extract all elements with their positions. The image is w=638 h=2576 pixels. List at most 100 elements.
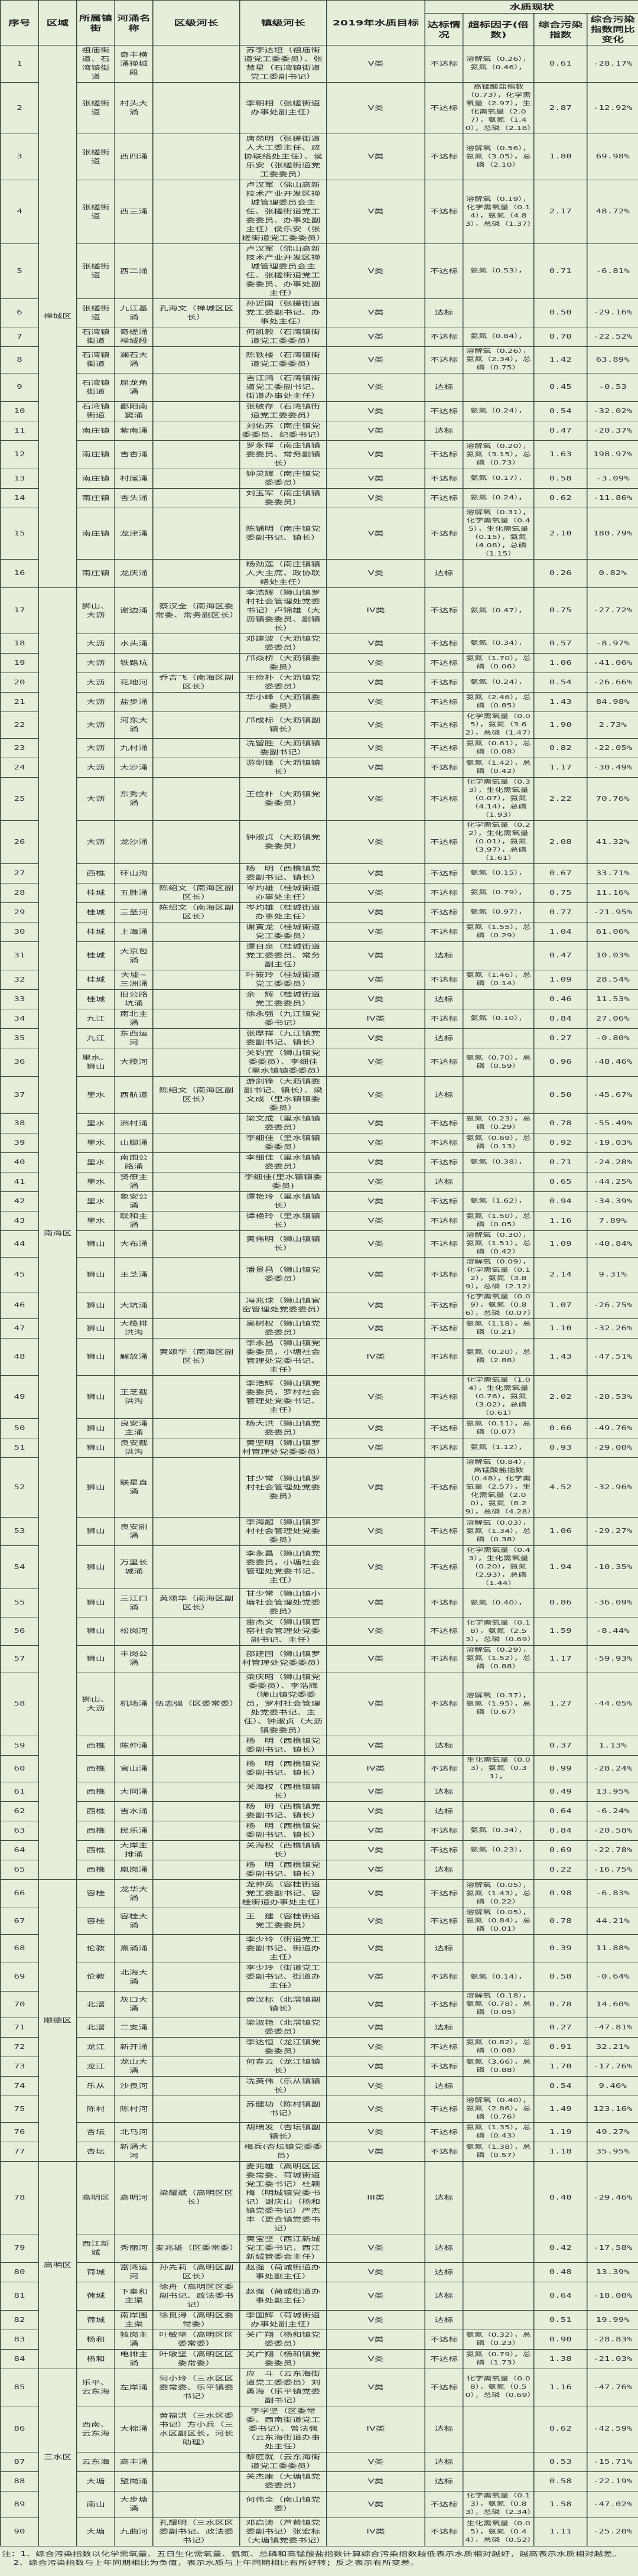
- cell-town-chief: 甘少常（狮山镇罗村社会管理处党委委员）: [239, 1457, 327, 1518]
- cell-change: 14.60%: [586, 1991, 638, 2018]
- cell-change: -24.28%: [586, 1152, 638, 1172]
- cell-target: V类: [326, 922, 425, 942]
- cell-status: 不达标: [424, 1991, 464, 2018]
- cell-change: -42.59%: [586, 2406, 638, 2452]
- cell-town-chief: 冼留胜（大沥镇镇委副书记）: [239, 738, 327, 758]
- cell-target: V类: [326, 45, 425, 83]
- cell-target: V类: [326, 2471, 425, 2491]
- cell-status: 达标: [424, 421, 464, 441]
- cell-town-chief: 关广翔（杨和镇党委委员）: [239, 2330, 327, 2350]
- cell-no: 73: [0, 2057, 39, 2077]
- cell-status: 不达标: [424, 1840, 464, 1860]
- cell-factors: 氨氮（0.34），: [463, 634, 535, 654]
- cell-district-chief: [152, 559, 240, 588]
- cell-change: -10.35%: [586, 1545, 638, 1589]
- cell-index: 0.64: [533, 1801, 588, 1821]
- cell-river: 联星直涌: [114, 1457, 154, 1518]
- cell-no: 84: [0, 2349, 39, 2369]
- cell-index: 0.71: [533, 243, 588, 299]
- table-row: 88 大塘 望岗涌 关杰康（大塘镇党委委员） V类 达标 0.58 -22.19%: [0, 2471, 638, 2491]
- cell-district-chief: [152, 1782, 240, 1802]
- cell-status: 不达标: [424, 820, 464, 864]
- cell-river: 南岸围主渠: [114, 2310, 154, 2330]
- cell-target: V类: [326, 2057, 425, 2077]
- cell-river: 高丰涌: [114, 2452, 154, 2472]
- cell-index: 1.07: [533, 1292, 588, 1319]
- cell-status: 达标: [424, 989, 464, 1009]
- table-row: 53 狮山 良安副涌 李海超（狮山镇罗村社会管理处党委委员） V类 不达标 溶解氧（0.03…: [0, 1517, 638, 1546]
- cell-town: 狮山: [76, 1589, 115, 1617]
- cell-no: 53: [0, 1517, 39, 1546]
- cell-change: -47.81%: [586, 2018, 638, 2038]
- table-row: 65 西樵 凰岗涌 杨 明（西樵镇党委副书记、镇长） V类 达标 0.22 -16.75%: [0, 1860, 638, 1880]
- cell-town: 狮山: [76, 1318, 115, 1339]
- cell-index: 1.38: [533, 2349, 588, 2369]
- cell-town-chief: 龙仲英（容桂街道党工委副书记、容桂街道办事处主任）: [239, 1879, 327, 1908]
- cell-town: 伦教: [76, 1934, 115, 1963]
- table-row: 87 云东海 高丰涌 黎庭就（云东海街道党工委委员） V类 达标 0.53 -15.71%: [0, 2452, 638, 2472]
- cell-status: 不达标: [424, 1133, 464, 1153]
- cell-target: IV类: [326, 587, 425, 634]
- cell-factors: 化学需氧量（0.18），氨氮（2.53），总磷（0.69）: [463, 1617, 536, 1646]
- cell-factors: 溶解氧（0.19），化学需氧量（0.14），氨氮（4.83），总磷（1.37）: [463, 180, 536, 244]
- cell-no: 11: [0, 421, 39, 441]
- table-row: 57 狮山 丰岗公涌 邵建国（狮山镇罗村管理处党委委员） V类 不达标 溶解氧（0.29），…: [0, 1645, 638, 1672]
- cell-index: 0.78: [533, 1908, 588, 1935]
- cell-no: 51: [0, 1438, 39, 1458]
- cell-status: 不达标: [424, 2122, 464, 2142]
- table-row: 8 石湾镇街道 澜石大涌 陈铁楼（石湾镇街道党工委委员） V类 不达标 溶解氧（0.26），…: [0, 346, 638, 373]
- cell-target: V类: [326, 1617, 425, 1646]
- cell-target: V类: [326, 1672, 425, 1736]
- cell-factors: [463, 2262, 535, 2282]
- cell-index: 0.50: [533, 298, 588, 327]
- cell-town-chief: 胡瑞发（杏坛镇副镇长）: [239, 2122, 327, 2142]
- cell-town: 狮山: [76, 1230, 115, 1258]
- cell-target: V类: [326, 2310, 425, 2330]
- cell-index: 1.27: [533, 1672, 588, 1736]
- cell-change: -32.96%: [586, 1457, 638, 1518]
- table-row: 43 里水 联和主涌 谭艳玲（里水镇镇长） V类 不达标 氨氮（1.50），总磷（0.05）…: [0, 1211, 638, 1231]
- cell-river: 龙津涌: [114, 508, 154, 560]
- cell-change: -29.16%: [586, 298, 638, 327]
- cell-status: 达标: [424, 1076, 464, 1114]
- cell-river: 官山涌: [114, 1755, 154, 1782]
- cell-district-chief: 何小玲（三水区区委常委、乐平镇委书记）: [152, 2369, 240, 2406]
- cell-target: V类: [326, 1318, 425, 1339]
- cell-target: V类: [326, 1545, 425, 1589]
- cell-town-chief: 刘玉军（南庄镇镇委委员）: [239, 488, 327, 508]
- cell-river: 龙山大涌: [114, 2057, 154, 2077]
- cell-factors: 溶解氧（0.18），氨氮（0.78），总磷（0.05）: [463, 1991, 535, 2018]
- cell-target: V类: [326, 559, 425, 588]
- cell-river: 环山沟: [114, 863, 154, 883]
- cell-target: V类: [326, 2076, 425, 2096]
- cell-town: 张槎街道: [76, 180, 115, 244]
- cell-district-chief: 陈绍文（南海区副区长）: [152, 1076, 240, 1114]
- table-row: 16 南庄镇 龙庆涌 杨劲莲（南庄镇镇人大主席、政协联络处主任） V类 达标 0.26 0.8…: [0, 559, 638, 588]
- cell-river: 新开涌: [114, 2037, 154, 2057]
- cell-target: V类: [326, 2122, 425, 2142]
- cell-no: 38: [0, 1113, 39, 1133]
- cell-target: IV类: [326, 1755, 425, 1782]
- cell-change: 49.27%: [586, 2122, 638, 2142]
- cell-district-chief: [152, 989, 240, 1009]
- cell-town: 南庄镇: [76, 421, 115, 441]
- cell-index: 0.66: [533, 1418, 588, 1438]
- cell-town-chief: 邝成标（大沥镇副镇长）: [239, 712, 327, 739]
- cell-district: 顺德区: [38, 1879, 77, 2162]
- cell-factors: 氨氮（0.34），: [463, 1821, 535, 1841]
- cell-change: 27.06%: [586, 1009, 638, 1029]
- cell-town: 大沥: [76, 820, 115, 864]
- table-row: 44 狮山 大布涌 黄伟明（狮山镇镇长） V类 不达标 溶解氧（0.30），氨氮（1.51）…: [0, 1230, 638, 1258]
- col-status: 达标情况: [424, 13, 464, 46]
- cell-status: 不达标: [424, 440, 464, 469]
- cell-no: 88: [0, 2471, 39, 2491]
- cell-no: 28: [0, 883, 39, 903]
- cell-town: 石湾镇街道: [76, 373, 115, 402]
- cell-target: V类: [326, 2282, 425, 2311]
- cell-town-chief: 李少玲（街道党工委副书记、街道办主任）: [239, 1934, 327, 1963]
- cell-no: 64: [0, 1840, 39, 1860]
- cell-status: 达标: [424, 1860, 464, 1880]
- cell-factors: 氨氮（1.62），: [463, 1191, 535, 1211]
- cell-district-chief: [152, 2076, 240, 2096]
- cell-river: 盐步涌: [114, 692, 154, 712]
